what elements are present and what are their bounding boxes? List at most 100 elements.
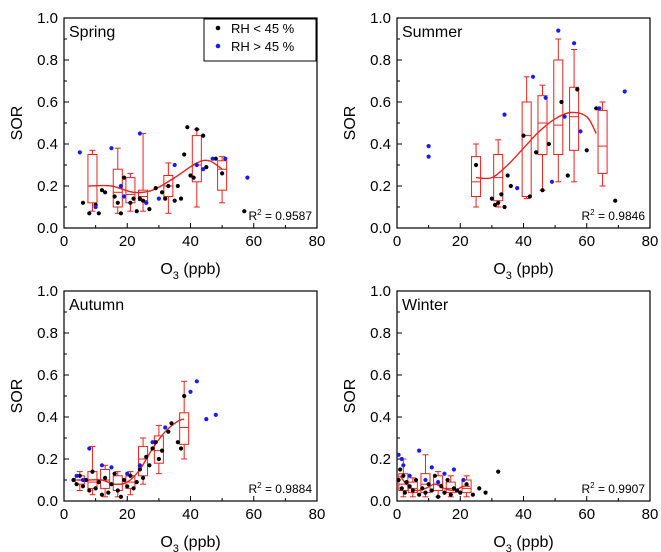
data-layer (426, 28, 627, 210)
data-layer (71, 379, 218, 499)
box-whisker (569, 49, 580, 183)
point-rh-below-45 (96, 211, 101, 216)
y-tick-label: 0.6 (37, 94, 58, 111)
y-tick-label: 0.2 (37, 451, 58, 468)
point-rh-below-45 (483, 490, 488, 495)
point-rh-below-45 (87, 488, 92, 493)
point-rh-above-45 (423, 477, 428, 483)
point-rh-below-45 (109, 482, 114, 487)
point-rh-below-45 (454, 488, 460, 493)
point-rh-below-45 (492, 202, 498, 207)
legend-marker (215, 43, 221, 49)
point-rh-below-45 (112, 194, 117, 199)
point-rh-below-45 (147, 207, 152, 212)
r-squared-label: R2 = 0.9884 (248, 481, 312, 496)
point-rh-above-45 (163, 425, 168, 430)
box (100, 469, 111, 489)
y-axis-title: SOR (342, 106, 359, 141)
y-tick-label: 0.0 (37, 220, 58, 237)
x-axis-title: O3 (ppb) (493, 534, 553, 552)
x-axis-title-subscript: 3 (506, 543, 512, 552)
box-whisker (87, 149, 98, 212)
point-rh-above-45 (194, 379, 199, 384)
point-rh-below-45 (71, 477, 76, 483)
point-rh-below-45 (112, 471, 117, 476)
point-rh-above-45 (502, 112, 507, 117)
point-rh-below-45 (426, 482, 431, 487)
point-rh-above-45 (451, 467, 457, 472)
point-rh-below-45 (93, 486, 98, 491)
y-axis-title: SOR (342, 379, 359, 414)
point-rh-below-45 (140, 198, 146, 203)
x-axis-title-subscript: 3 (173, 270, 179, 282)
point-rh-above-45 (397, 452, 401, 457)
point-rh-below-45 (77, 473, 82, 478)
point-rh-below-45 (175, 183, 180, 189)
box (112, 475, 123, 491)
point-rh-below-45 (613, 198, 618, 203)
point-rh-below-45 (84, 477, 89, 483)
y-axis-title: SOR (9, 106, 26, 141)
r-squared-label: R2 = 0.9846 (581, 208, 645, 223)
point-rh-below-45 (458, 490, 463, 495)
x-axis-title: O3 (ppb) (160, 261, 220, 282)
x-axis-title-base: O (493, 261, 505, 278)
box (179, 412, 190, 445)
box (112, 168, 123, 208)
point-rh-above-45 (530, 74, 536, 79)
point-rh-below-45 (188, 173, 193, 178)
x-axis-title-base: O (160, 534, 172, 551)
panel-title: Winter (402, 297, 449, 314)
point-rh-above-45 (109, 146, 114, 151)
y-tick-label: 1.0 (37, 10, 58, 27)
point-rh-below-45 (442, 490, 447, 495)
r-squared-prefix: R (248, 482, 257, 496)
y-tick-label: 1.0 (370, 10, 391, 27)
r-squared-superscript: 2 (257, 481, 262, 490)
panel-autumn: 0 20 40 60 80 0.0 0.2 0.4 0.6 0.8 1.0 SOR O3 (ppb) Au… (9, 283, 325, 552)
point-rh-below-45 (505, 173, 510, 178)
y-tick-label: 0.4 (370, 409, 391, 426)
box (433, 475, 444, 491)
r-squared-label: R2 = 0.9587 (248, 208, 312, 223)
box-whisker (179, 380, 190, 460)
point-rh-below-45 (178, 446, 184, 451)
x-axis-title-unit: (ppb) (179, 534, 221, 551)
point-rh-below-45 (191, 175, 196, 180)
point-rh-below-45 (166, 429, 171, 434)
fit-curve (476, 111, 597, 180)
x-tick-label: 20 (119, 506, 136, 523)
y-tick-label: 0.0 (37, 493, 58, 510)
x-tick-label: 60 (245, 233, 262, 250)
point-rh-above-45 (461, 477, 466, 483)
legend-label: RH < 45 % (231, 21, 295, 36)
point-rh-above-45 (572, 41, 577, 46)
point-rh-below-45 (565, 173, 570, 178)
point-rh-above-45 (578, 129, 583, 134)
point-rh-above-45 (562, 114, 567, 119)
fit-curve (76, 418, 185, 486)
y-tick-label: 0.6 (370, 94, 391, 111)
y-tick-label: 0.6 (370, 367, 391, 384)
legend-label: RH > 45 % (231, 39, 295, 54)
point-rh-below-45 (508, 183, 513, 189)
panel-summer: 0 20 40 60 80 0.0 0.2 0.4 0.6 0.8 1.0 SOR O3 (ppb) Su… (342, 10, 658, 282)
point-rh-below-45 (397, 477, 401, 483)
point-rh-above-45 (210, 156, 215, 161)
y-tick-label: 0.4 (37, 409, 58, 426)
point-rh-below-45 (399, 486, 404, 491)
box (191, 135, 202, 183)
point-rh-below-45 (220, 171, 225, 176)
point-rh-above-45 (436, 480, 441, 485)
box-whisker (597, 101, 608, 187)
point-rh-below-45 (534, 150, 539, 155)
x-tick-label: 80 (642, 233, 659, 250)
point-rh-above-45 (121, 194, 127, 199)
data-layer (397, 448, 501, 499)
panel-title: Spring (69, 24, 115, 41)
point-rh-below-45 (477, 486, 482, 491)
y-tick-label: 1.0 (370, 283, 391, 300)
y-tick-label: 0.0 (370, 493, 391, 510)
point-rh-below-45 (410, 488, 415, 493)
x-tick-label: 0 (393, 233, 401, 250)
